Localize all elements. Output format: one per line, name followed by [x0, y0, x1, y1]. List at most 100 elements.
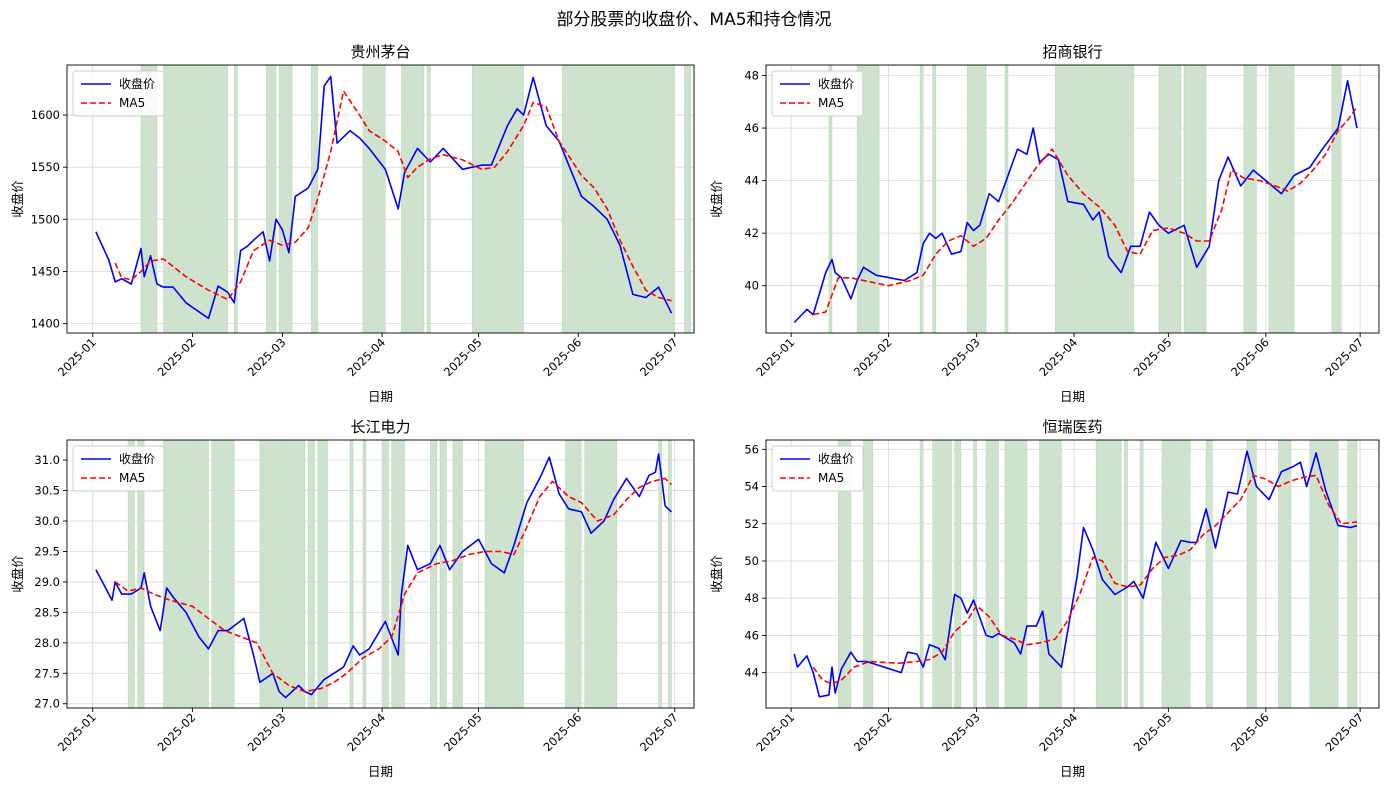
holding-span — [565, 440, 582, 708]
legend-label: 收盘价 — [119, 76, 155, 91]
y-tick-label: 1500 — [31, 212, 60, 226]
legend-label: MA5 — [119, 471, 145, 485]
x-tick-label: 2025-07 — [637, 335, 681, 379]
x-tick-label: 2025-01 — [753, 335, 797, 379]
subplot-2: 40 42 44 46 48 2025-01 2025-02 2025-03 2025-04 20… — [709, 43, 1380, 404]
series-lines — [95, 453, 673, 699]
holding-span — [985, 440, 999, 708]
axes-frame — [765, 439, 1380, 709]
legend-label: MA5 — [818, 471, 844, 485]
series-lines — [95, 75, 673, 320]
grid — [766, 440, 1379, 708]
holding-span — [439, 440, 447, 708]
y-tick-label: 42 — [744, 226, 759, 240]
x-tick-label: 2025-02 — [851, 335, 895, 379]
holding-span — [266, 65, 277, 333]
holding-spans — [140, 65, 694, 333]
y-tick-label: 1450 — [31, 264, 60, 278]
x-axis-label: 日期 — [368, 389, 393, 404]
x-axis-label: 日期 — [1060, 389, 1085, 404]
holding-span — [1331, 65, 1342, 333]
holding-span — [658, 440, 663, 708]
legend-box — [72, 445, 165, 492]
holding-span — [471, 65, 524, 333]
x-tick-label: 2025-04 — [1036, 335, 1080, 379]
legend-label: 收盘价 — [818, 76, 854, 91]
y-tick-label: 27.5 — [34, 666, 60, 680]
holding-span — [973, 440, 977, 708]
x-tick-label: 2025-02 — [155, 335, 199, 379]
x-axis-label: 日期 — [1060, 764, 1085, 779]
y-tick-label: 52 — [744, 517, 759, 531]
x-tick-label: 2025-06 — [1228, 335, 1272, 379]
holding-span — [1004, 440, 1028, 708]
y-axis-label: 收盘价 — [10, 180, 25, 218]
y-tick-label: 48 — [744, 69, 759, 83]
grid — [67, 440, 694, 708]
y-tick-label: 30.0 — [34, 514, 60, 528]
holding-span — [954, 440, 962, 708]
holding-span — [1124, 440, 1128, 708]
holding-span — [1278, 440, 1292, 708]
holding-span — [1039, 440, 1062, 708]
y-tick-label: 29.5 — [34, 544, 60, 558]
holding-span — [693, 65, 694, 333]
legend-label: MA5 — [119, 96, 145, 110]
subplot-4: 44 46 48 50 52 54 56 2025-01 2025-02 2025-03 2025-… — [709, 418, 1380, 779]
ma5-line — [114, 477, 673, 693]
y-axis-label: 收盘价 — [709, 180, 724, 218]
x-tick-label: 2025-06 — [1228, 710, 1272, 754]
legend-label: 收盘价 — [818, 451, 854, 466]
y-tick-label: 30.5 — [34, 484, 60, 498]
legend: 收盘价 MA5 — [72, 445, 165, 492]
holding-span — [932, 65, 937, 333]
y-tick-label: 54 — [744, 480, 759, 494]
legend-box — [72, 70, 165, 117]
holding-span — [163, 440, 209, 708]
close-price-line — [95, 453, 673, 699]
holding-span — [1139, 440, 1144, 708]
subplot-title: 长江电力 — [350, 418, 410, 436]
x-tick-label: 2025-03 — [939, 710, 983, 754]
x-tick-label: 2025-02 — [851, 710, 895, 754]
ma5-line — [812, 474, 1358, 685]
holding-span — [932, 440, 952, 708]
y-tick-label: 44 — [744, 174, 759, 188]
holding-span — [1161, 440, 1191, 708]
y-tick-label: 28.0 — [34, 636, 60, 650]
subplot-title: 招商银行 — [1042, 43, 1102, 61]
holding-span — [349, 440, 354, 708]
close-price-line — [793, 450, 1358, 698]
y-tick-label: 1600 — [31, 108, 60, 122]
y-tick-label: 44 — [744, 666, 759, 680]
holding-span — [362, 440, 367, 708]
x-tick-label: 2025-04 — [344, 710, 388, 754]
legend-label: MA5 — [818, 96, 844, 110]
holding-spans — [828, 65, 1342, 333]
holding-span — [1246, 440, 1257, 708]
subplot-3: 27.0 27.5 28.0 28.5 29.0 29.5 30.0 30.5 31.0 2025… — [10, 418, 695, 779]
holding-span — [391, 440, 405, 708]
holding-span — [1205, 440, 1213, 708]
legend: 收盘价 MA5 — [771, 445, 864, 492]
close-price-line — [95, 75, 673, 320]
y-tick-label: 29.0 — [34, 575, 60, 589]
legend-box — [771, 70, 864, 117]
x-tick-label: 2025-06 — [540, 710, 584, 754]
legend-box — [771, 445, 864, 492]
holding-span — [426, 65, 431, 333]
y-axis-label: 收盘价 — [10, 555, 25, 593]
x-axis-label: 日期 — [368, 764, 393, 779]
y-tick-label: 31.0 — [34, 453, 60, 467]
holding-span — [127, 440, 135, 708]
x-tick-label: 2025-05 — [441, 710, 485, 754]
holding-span — [307, 440, 315, 708]
holding-span — [1309, 440, 1339, 708]
holding-span — [1268, 65, 1295, 333]
holding-span — [452, 440, 463, 708]
y-tick-label: 50 — [744, 554, 759, 568]
y-tick-label: 1550 — [31, 160, 60, 174]
holding-span — [1243, 65, 1257, 333]
holding-span — [1158, 65, 1182, 333]
y-tick-label: 56 — [744, 442, 759, 456]
